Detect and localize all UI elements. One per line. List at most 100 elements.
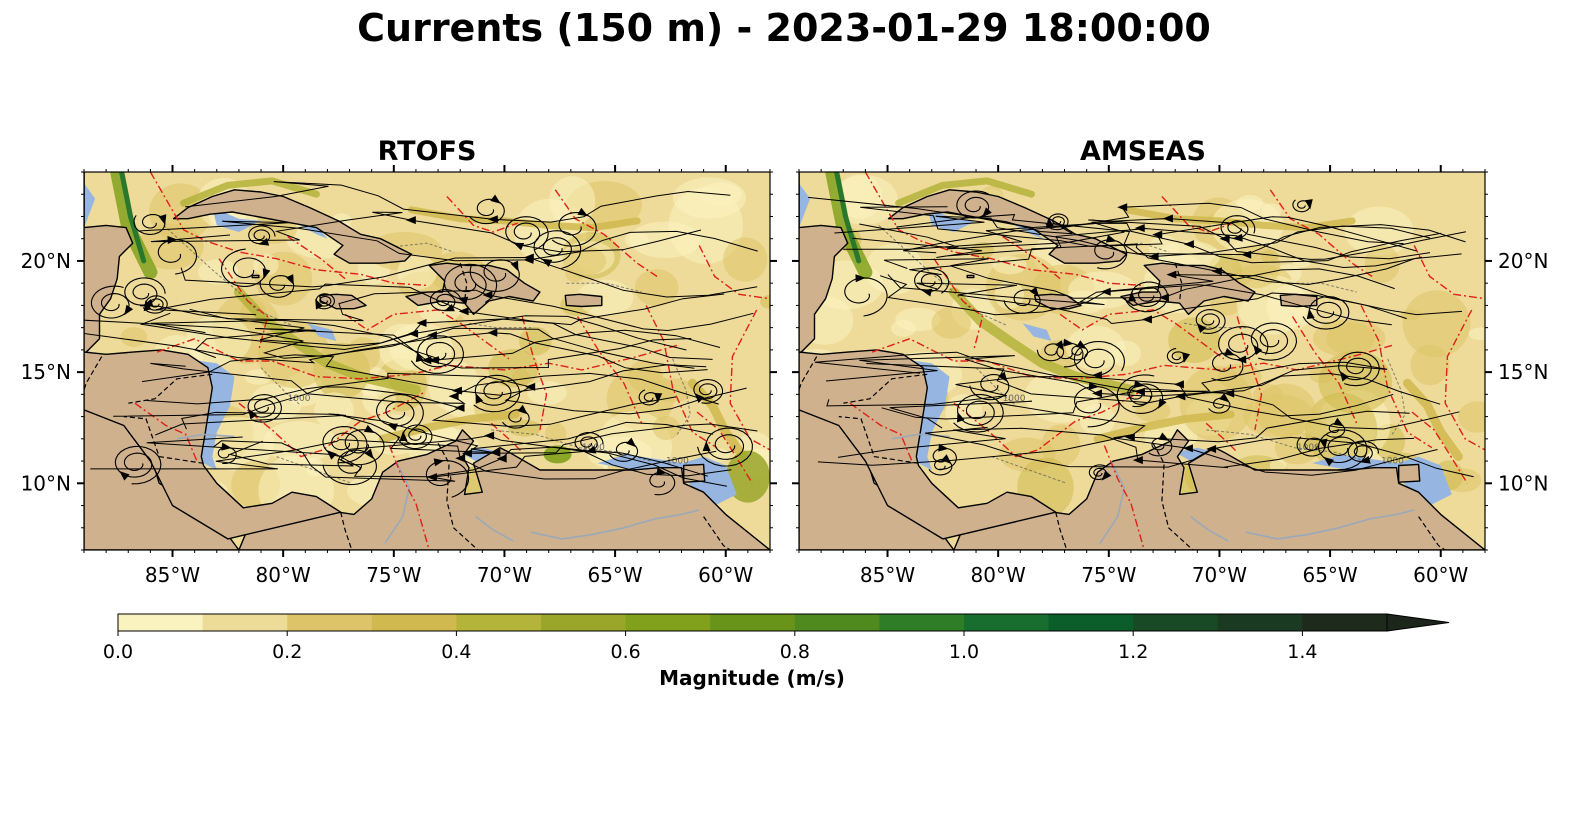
flow-arrow-icon [387,423,398,432]
colorbar-frame [117,613,1388,632]
flow-arrow-icon [326,450,337,460]
panel-title-amseas: AMSEAS [1080,136,1206,167]
colorbar-segment [794,614,880,631]
rivers [891,433,1415,544]
colorbar-label: Magnitude (m/s) [659,666,845,690]
flow-arrow-icon [421,356,432,365]
axis-ticks [77,165,777,557]
colorbar-segment [118,614,204,631]
flow-arrow-icon [1117,203,1128,212]
axis-ticks [792,165,1492,557]
land-cayman [251,274,260,279]
flow-arrow-icon [1206,445,1217,453]
lat-tick-label: 10°N [1498,471,1548,495]
colorbar-tick-label: 1.4 [1287,641,1317,663]
flow-arrow-icon [1088,382,1099,391]
lat-tick-label: 15°N [21,360,71,384]
isobath-label: 1000 [1297,443,1320,453]
flow-arrow-icon [262,268,271,279]
flow-arrow-icon [855,274,866,283]
flow-arrow-icon [315,298,324,310]
flow-arrow-icon [1219,392,1230,403]
flow-arrow-icon [1253,344,1263,356]
flow-arrow-icon [454,403,465,412]
land-puertoRico [564,293,603,308]
flow-arrow-icon [517,404,528,415]
flow-arrow-icon [956,411,965,423]
flow-arrow-icon [1339,371,1349,382]
lon-tick-label: 65°W [1302,563,1357,587]
country-borders [799,263,1446,550]
flow-arrow-icon [1092,389,1102,398]
flow-arrow-icon [158,214,167,226]
land-yucatan [799,172,849,353]
colorbar: 0.0 0.2 0.4 0.6 0.8 1.0 1.2 1.4 [103,613,1450,663]
flow-arrow-icon [408,329,419,338]
flow-arrow-icon [487,328,498,337]
colorbar-segments [118,614,1388,631]
flow-arrow-icon [1304,199,1313,210]
land-yucatan [84,172,134,353]
flow-arrow-icon [490,448,501,457]
flow-arrow-icon [1128,291,1137,302]
flow-arrow-icon [577,207,589,217]
flow-arrow-icon [1141,315,1152,324]
colorbar-segment [202,614,288,631]
lon-tick-label: 75°W [1081,563,1136,587]
lon-tick-label: 60°W [698,563,753,587]
flow-arrow-icon [1211,267,1222,276]
flow-arrow-icon [285,274,294,285]
flow-arrow-icon [1224,347,1235,356]
flow-arrow-icon [1105,234,1117,243]
flow-arrow-icon [484,431,495,440]
colorbar-tick-label: 0.6 [610,641,640,663]
lon-tick-label: 85°W [860,563,915,587]
flow-arrow-icon [1124,433,1135,442]
flow-arrow-icon [1224,389,1235,398]
map-frame [83,171,771,551]
flow-arrow-icon [458,307,469,316]
colorbar-segment [964,614,1050,631]
flow-arrow-icon [490,194,501,204]
flow-arrow-icon [416,319,427,327]
flow-arrow-icon [405,216,416,225]
lon-tick-label: 70°W [1192,563,1247,587]
streamlines [84,181,758,498]
flow-arrow-icon [1132,456,1143,465]
lat-tick-label: 15°N [1498,360,1548,384]
land-ca_north [799,172,1057,540]
map-frame [798,171,1486,551]
flow-arrow-icon [1100,287,1111,296]
flow-arrow-icon [654,392,663,404]
map-panel-rtofs: 10001000100085°W80°W75°W70°W65°W60°W10°N… [21,165,777,587]
flow-arrow-icon [1152,230,1163,239]
lon-tick-label: 85°W [145,563,200,587]
colorbar-segment [371,614,457,631]
flow-arrow-icon [1063,338,1074,347]
colorbar-segment [1217,614,1303,631]
flow-arrow-icon [426,473,437,482]
flow-arrow-icon [1148,252,1159,261]
flow-arrow-icon [998,371,1008,382]
flow-arrow-icon [221,442,232,451]
flow-arrow-icon [451,386,462,395]
colorbar-tick-label: 0.0 [103,641,133,663]
panel-title-rtofs: RTOFS [377,136,477,167]
lat-tick-label: 20°N [21,249,71,273]
flow-arrow-icon [1055,340,1064,351]
flow-arrow-icon [1091,371,1102,380]
flow-arrow-icon [496,454,507,463]
flow-arrow-icon [444,303,455,312]
colorbar-tick-label: 0.2 [272,641,302,663]
isobath-label: 1000 [666,456,689,466]
flow-arrow-icon [626,437,637,448]
colorbar-segment [287,614,373,631]
lon-tick-label: 80°W [971,563,1026,587]
land [84,172,770,550]
flow-arrow-icon [1175,392,1186,401]
flow-arrow-icon [433,458,445,467]
flow-arrow-icon [656,467,667,476]
flow-arrow-icon [448,392,459,401]
lon-tick-label: 70°W [477,563,532,587]
flow-arrow-icon [399,431,408,442]
